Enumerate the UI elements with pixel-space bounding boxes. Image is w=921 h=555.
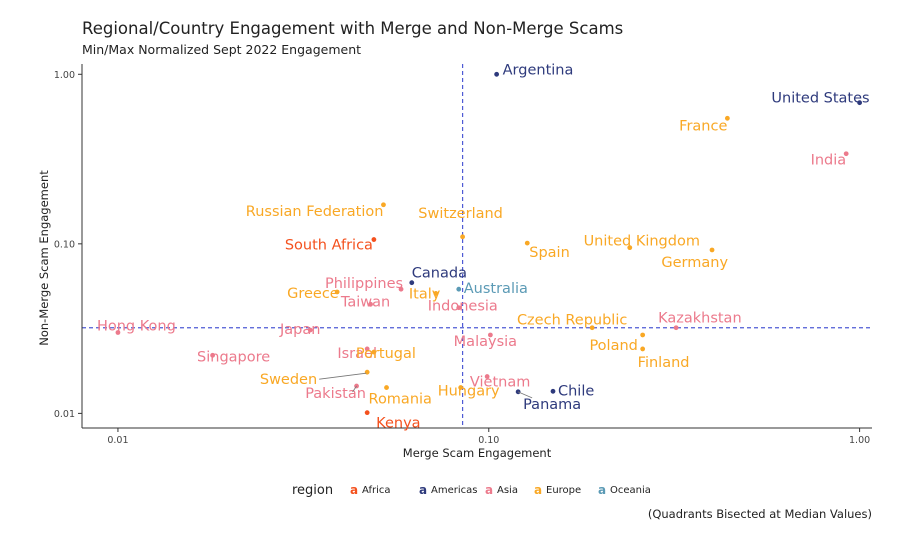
label-taiwan: Taiwan xyxy=(340,294,390,310)
legend-key-oceania: a xyxy=(598,483,606,497)
point-romania xyxy=(384,385,389,390)
label-spain: Spain xyxy=(529,245,570,261)
legend-key-asia: a xyxy=(485,483,493,497)
point-spain xyxy=(524,240,530,246)
y-tick-label: 0.10 xyxy=(54,239,75,250)
label-panama: Panama xyxy=(523,397,581,413)
x-tick-label: 0.01 xyxy=(107,435,128,446)
point-sweden xyxy=(364,369,370,375)
label-russian-federation: Russian Federation xyxy=(246,204,384,220)
label-poland: Poland xyxy=(589,338,637,354)
point-kazakhstan xyxy=(673,325,679,331)
median-lines xyxy=(82,64,872,428)
label-kenya: Kenya xyxy=(376,416,420,432)
point-russian-federation xyxy=(381,202,386,208)
label-vietnam: Vietnam xyxy=(470,375,530,391)
point-argentina xyxy=(494,71,500,77)
label-india: India xyxy=(811,153,847,169)
leader-line-sweden xyxy=(319,372,367,380)
legend-label-europe: Europe xyxy=(546,485,581,496)
label-germany: Germany xyxy=(661,255,728,271)
point-germany xyxy=(709,247,715,253)
label-australia: Australia xyxy=(464,281,528,297)
label-argentina: Argentina xyxy=(503,62,574,78)
data-points xyxy=(115,71,863,416)
point-portugal xyxy=(371,349,377,355)
label-france: France xyxy=(679,118,727,134)
legend-label-asia: Asia xyxy=(497,485,518,496)
label-united-states: United States xyxy=(771,91,869,107)
x-tick-label: 1.00 xyxy=(849,435,870,446)
point-italy xyxy=(433,291,439,296)
point-poland xyxy=(640,332,646,338)
axes: 0.01 0.10 1.00 0.01 0.10 1.00 xyxy=(54,64,872,446)
point-taiwan xyxy=(368,301,373,307)
point-south-africa xyxy=(371,237,377,242)
point-switzerland xyxy=(460,234,465,240)
label-chile: Chile xyxy=(558,383,594,399)
y-axis-title: Non-Merge Scam Engagement xyxy=(37,170,51,346)
label-portugal: Portugal xyxy=(356,346,416,362)
legend-key-americas: a xyxy=(419,483,427,497)
label-singapore: Singapore xyxy=(197,349,270,365)
point-france xyxy=(724,115,730,121)
label-pakistan: Pakistan xyxy=(305,386,366,402)
point-israel xyxy=(364,346,370,352)
point-czech-republic xyxy=(589,325,595,331)
label-canada: Canada xyxy=(412,266,467,282)
label-indonesia: Indonesia xyxy=(428,299,498,315)
label-philippines: Philippines xyxy=(325,276,403,292)
label-malaysia: Malaysia xyxy=(454,334,517,350)
label-japan: Japan xyxy=(279,322,320,338)
label-hong-kong: Hong Kong xyxy=(97,318,176,334)
label-switzerland: Switzerland xyxy=(418,206,503,222)
x-tick-label: 0.10 xyxy=(478,435,499,446)
point-canada xyxy=(409,280,415,286)
point-vietnam xyxy=(484,374,490,379)
point-hong-kong xyxy=(115,330,121,335)
point-united-kingdom xyxy=(627,245,633,251)
chart-title: Regional/Country Engagement with Merge a… xyxy=(82,19,623,38)
label-czech-republic: Czech Republic xyxy=(517,313,627,329)
label-united-kingdom: United Kingdom xyxy=(584,234,700,250)
y-tick-label: 0.01 xyxy=(54,409,75,420)
x-axis-title: Merge Scam Engagement xyxy=(403,446,552,460)
point-india xyxy=(843,151,849,157)
chart-subtitle: Min/Max Normalized Sept 2022 Engagement xyxy=(82,42,361,57)
label-italy: Italy xyxy=(409,286,441,302)
label-hungary: Hungary xyxy=(438,384,500,400)
leader-line-pakistan xyxy=(352,385,357,393)
legend-label-oceania: Oceania xyxy=(610,485,651,496)
label-kazakhstan: Kazakhstan xyxy=(658,311,742,327)
point-finland xyxy=(640,346,646,352)
label-south-africa: South Africa xyxy=(285,238,373,254)
point-chile xyxy=(550,388,556,394)
legend-title: region xyxy=(292,483,333,498)
point-kenya xyxy=(364,410,370,416)
label-greece: Greece xyxy=(287,286,339,302)
label-finland: Finland xyxy=(638,355,690,371)
data-labels: Argentina United States France India Russian… xyxy=(97,62,870,431)
point-greece xyxy=(334,289,340,295)
point-japan xyxy=(307,327,313,333)
leader-line-panama xyxy=(517,391,533,399)
legend-label-americas: Americas xyxy=(431,485,477,496)
point-singapore xyxy=(210,352,216,358)
y-tick-label: 1.00 xyxy=(54,70,75,81)
label-sweden: Sweden xyxy=(260,372,317,388)
point-united-states xyxy=(857,100,863,106)
legend-label-africa: Africa xyxy=(362,485,391,496)
legend: region a Africa a Americas a Asia a Europe a Ocean… xyxy=(292,483,651,498)
legend-key-europe: a xyxy=(534,483,542,497)
point-hungary xyxy=(458,385,464,390)
label-romania: Romania xyxy=(369,392,432,408)
point-indonesia xyxy=(456,305,462,311)
legend-key-africa: a xyxy=(350,483,358,497)
chart-caption: (Quadrants Bisected at Median Values) xyxy=(648,507,872,521)
point-malaysia xyxy=(487,332,493,338)
point-philippines xyxy=(398,286,404,292)
point-australia xyxy=(456,286,462,292)
label-israel: Israel xyxy=(337,346,377,362)
